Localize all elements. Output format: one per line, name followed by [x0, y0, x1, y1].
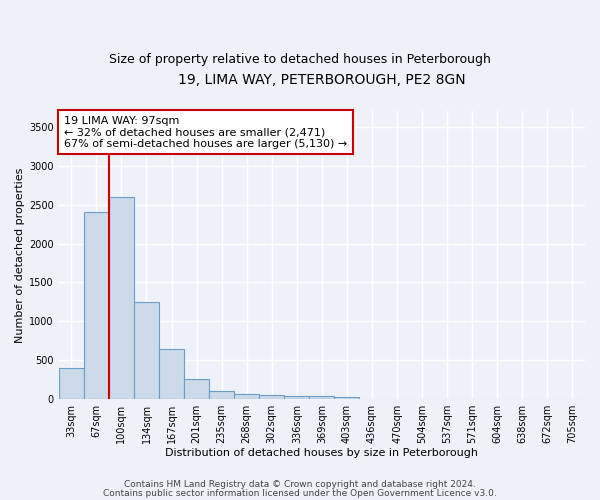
Bar — [334, 397, 359, 399]
Bar — [209, 390, 234, 399]
Text: Contains HM Land Registry data © Crown copyright and database right 2024.: Contains HM Land Registry data © Crown c… — [124, 480, 476, 489]
Bar — [84, 212, 109, 399]
Bar — [134, 302, 159, 399]
Bar — [184, 379, 209, 399]
Y-axis label: Number of detached properties: Number of detached properties — [15, 168, 25, 343]
Bar — [234, 394, 259, 399]
X-axis label: Distribution of detached houses by size in Peterborough: Distribution of detached houses by size … — [166, 448, 478, 458]
Text: Contains public sector information licensed under the Open Government Licence v3: Contains public sector information licen… — [103, 488, 497, 498]
Text: Size of property relative to detached houses in Peterborough: Size of property relative to detached ho… — [109, 52, 491, 66]
Bar — [109, 197, 134, 399]
Bar — [259, 395, 284, 399]
Bar — [159, 350, 184, 399]
Title: 19, LIMA WAY, PETERBOROUGH, PE2 8GN: 19, LIMA WAY, PETERBOROUGH, PE2 8GN — [178, 72, 466, 86]
Text: 19 LIMA WAY: 97sqm
← 32% of detached houses are smaller (2,471)
67% of semi-deta: 19 LIMA WAY: 97sqm ← 32% of detached hou… — [64, 116, 347, 149]
Bar — [59, 368, 84, 399]
Bar — [310, 396, 334, 399]
Bar — [284, 396, 310, 399]
